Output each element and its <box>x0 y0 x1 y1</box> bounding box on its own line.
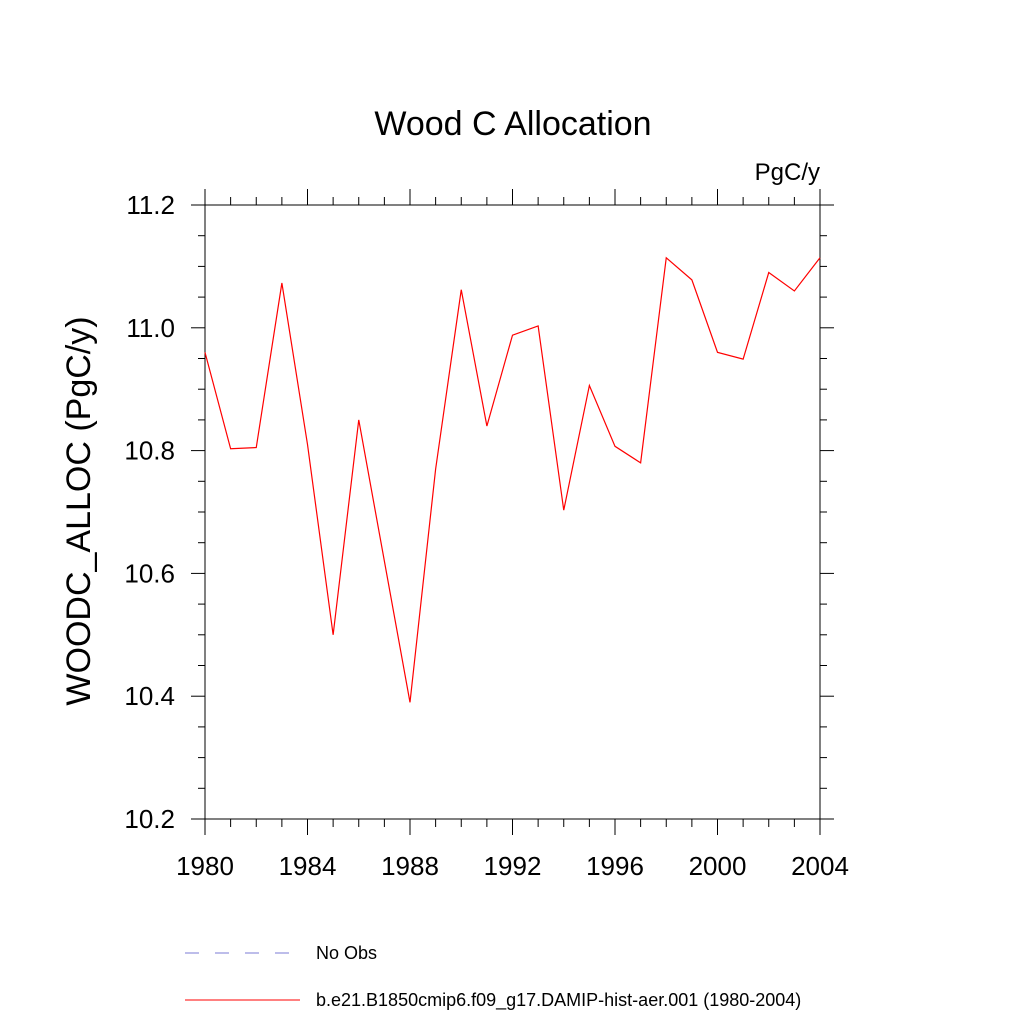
y-tick-label: 10.8 <box>124 436 175 466</box>
legend: No Obs b.e21.B1850cmip6.f09_g17.DAMIP-hi… <box>185 943 801 1011</box>
x-tick-label: 1988 <box>381 851 439 881</box>
units-label: PgC/y <box>755 159 820 186</box>
plot-frame <box>204 204 821 820</box>
series-line <box>204 256 821 703</box>
x-tick-label: 2004 <box>791 851 849 881</box>
x-tick-label: 1992 <box>484 851 542 881</box>
y-tick-label: 10.6 <box>124 558 175 588</box>
y-axis-label: WOODC_ALLOC (PgC/y) <box>60 316 98 705</box>
x-axis: 1980 1984 1988 1992 1996 2000 2004 <box>176 189 849 881</box>
legend-label-model-series: b.e21.B1850cmip6.f09_g17.DAMIP-hist-aer.… <box>316 990 801 1011</box>
legend-label-no-obs: No Obs <box>316 943 377 963</box>
x-tick-label: 2000 <box>689 851 747 881</box>
y-tick-label: 10.4 <box>124 681 175 711</box>
x-tick-label: 1984 <box>279 851 337 881</box>
y-tick-label: 11.0 <box>126 313 175 343</box>
x-tick-label: 1980 <box>176 851 234 881</box>
y-axis: 10.2 10.4 10.6 10.8 11.0 11.2 <box>124 190 834 834</box>
y-tick-label: 11.2 <box>126 190 175 220</box>
chart-title: Wood C Allocation <box>374 105 651 143</box>
x-tick-label: 1996 <box>586 851 644 881</box>
series-layer <box>204 256 821 703</box>
y-tick-label: 10.2 <box>124 804 175 834</box>
